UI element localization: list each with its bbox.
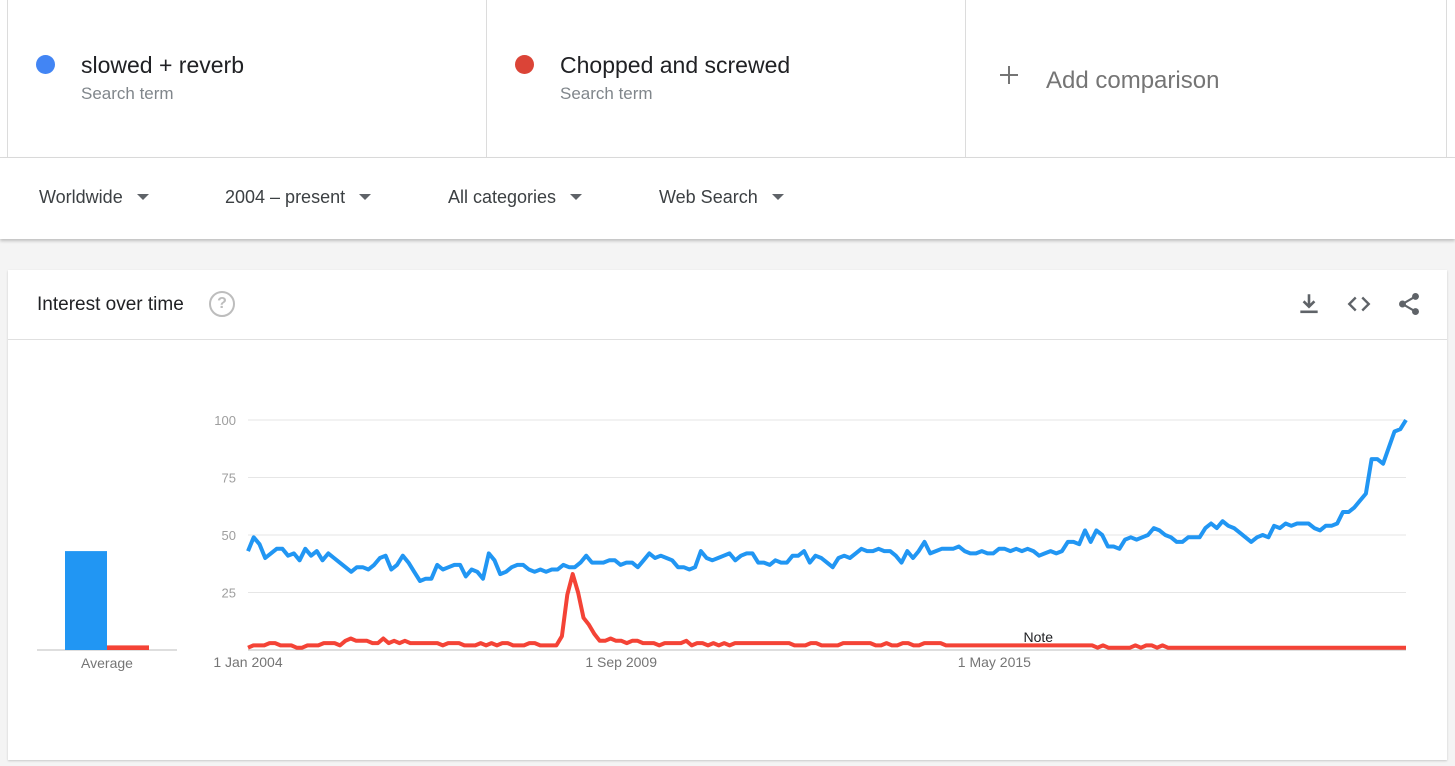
add-comparison-button[interactable]: Add comparison [966, 0, 1447, 158]
x-tick-labels: 1 Jan 2004 1 Sep 2009 1 May 2015 [213, 654, 1031, 670]
category-filter-dropdown[interactable]: All categories [448, 187, 583, 208]
chart-note: Note [1024, 629, 1054, 645]
x-tick-label: 1 May 2015 [958, 654, 1031, 670]
embed-icon[interactable] [1346, 291, 1372, 317]
category-filter-label: All categories [448, 187, 557, 207]
interest-over-time-card: Interest over time ? 25 50 75 100 1 Jan 200… [8, 270, 1447, 760]
region-filter-label: Worldwide [39, 187, 123, 207]
search-term-card-1[interactable]: slowed + reverb Search term [7, 0, 487, 158]
y-tick-label: 50 [222, 528, 236, 543]
series-line [246, 418, 1408, 583]
help-icon[interactable]: ? [209, 291, 235, 317]
x-tick-label: 1 Sep 2009 [585, 654, 657, 670]
average-bars: Average [37, 551, 177, 671]
average-bar [107, 645, 149, 650]
filter-bar: Worldwide 2004 – present All categories … [0, 158, 1455, 239]
search-type-filter-label: Web Search [659, 187, 758, 207]
download-icon[interactable] [1296, 291, 1322, 317]
plus-icon [998, 64, 1020, 86]
interest-chart: 25 50 75 100 1 Jan 2004 1 Sep 2009 1 May 2015… [37, 413, 1408, 671]
share-icon[interactable] [1396, 291, 1422, 317]
series-line [247, 572, 1406, 650]
comparison-bar: slowed + reverb Search term Chopped and … [0, 0, 1455, 158]
card-header: Interest over time ? [8, 270, 1447, 340]
dropdown-arrow-icon [771, 193, 784, 200]
search-term-card-2[interactable]: Chopped and screwed Search term [487, 0, 966, 158]
term-color-dot-icon [36, 55, 55, 74]
dropdown-arrow-icon [570, 193, 583, 200]
search-term-type: Search term [560, 84, 653, 103]
add-comparison-label: Add comparison [1046, 67, 1220, 94]
series-lines [246, 418, 1408, 650]
dropdown-arrow-icon [136, 193, 149, 200]
y-tick-label: 25 [222, 586, 236, 601]
dropdown-arrow-icon [359, 193, 372, 200]
average-bar [65, 551, 107, 650]
x-tick-label: 1 Jan 2004 [213, 654, 282, 670]
search-term-name[interactable]: Chopped and screwed [560, 52, 791, 78]
region-filter-dropdown[interactable]: Worldwide [39, 187, 149, 208]
time-range-filter-label: 2004 – present [225, 187, 346, 207]
chart-note-label[interactable]: Note [1024, 629, 1054, 645]
card-title: Interest over time [37, 294, 184, 315]
search-term-type: Search term [81, 84, 174, 103]
search-type-filter-dropdown[interactable]: Web Search [659, 187, 784, 208]
average-label: Average [81, 655, 133, 671]
time-range-filter-dropdown[interactable]: 2004 – present [225, 187, 372, 208]
gridlines [248, 419, 1406, 651]
search-term-name[interactable]: slowed + reverb [81, 52, 244, 78]
y-tick-label: 75 [222, 471, 236, 486]
term-color-dot-icon [515, 55, 534, 74]
y-tick-label: 100 [214, 413, 236, 428]
y-tick-labels: 25 50 75 100 [214, 413, 236, 601]
